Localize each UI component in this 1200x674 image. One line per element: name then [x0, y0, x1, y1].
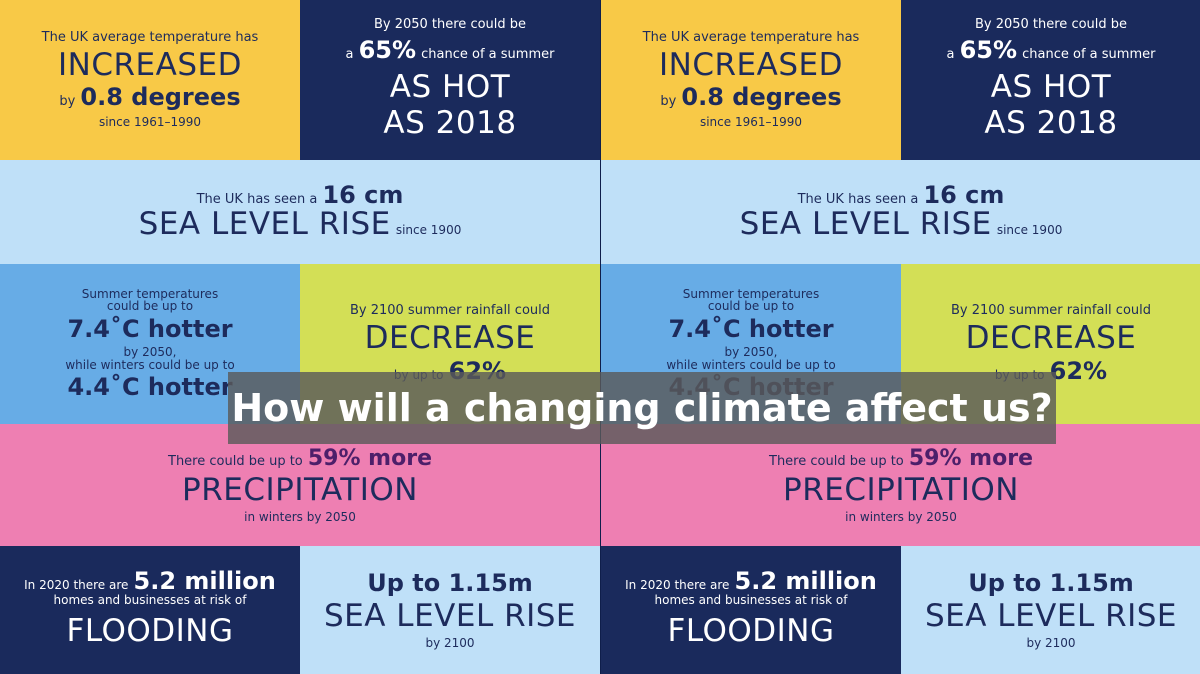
tile-text: chance of a summer — [421, 46, 555, 62]
tile-text: by 2050, — [123, 345, 177, 359]
tile-text: There could be up to — [769, 453, 904, 469]
infographic-panel-right: The UK average temperature has INCREASED… — [601, 0, 1200, 674]
tile-figure: 65% — [358, 35, 417, 64]
tile-figure: 7.4˚C hotter — [668, 314, 834, 343]
tile-text: In 2020 there are — [24, 577, 129, 592]
tile-headline: AS 2018 — [984, 105, 1118, 142]
tile-text: chance of a summer — [1022, 46, 1156, 62]
tile-headline: FLOODING — [66, 612, 234, 649]
tile-text: while winters could be up to — [666, 357, 836, 372]
tile-text: since 1961–1990 — [699, 115, 803, 130]
tile-figure: 65% — [959, 35, 1018, 64]
tile-headline: DECREASE — [965, 319, 1137, 356]
tile-text: could be up to — [707, 299, 795, 314]
tile-text: since 1961–1990 — [98, 115, 202, 130]
tile-figure: 59% more — [908, 445, 1033, 471]
tile-headline: SEA LEVEL RISE — [924, 598, 1178, 635]
tile-text: by 2100 — [1026, 635, 1076, 650]
tile-text: The UK average temperature has — [41, 30, 259, 46]
tile-text: homes and businesses at risk of — [654, 593, 848, 608]
tile-text: a — [946, 46, 955, 62]
tile-flooding: In 2020 there are 5.2 million homes and … — [0, 546, 300, 674]
tile-sea-level-rise: The UK has seen a 16 cm SEA LEVEL RISE s… — [0, 160, 600, 264]
tile-text: by 2050, — [724, 345, 778, 359]
tile-figure: Up to 1.15m — [968, 568, 1134, 597]
tile-text: The UK has seen a — [196, 192, 318, 208]
tile-text: There could be up to — [168, 453, 303, 469]
banner-title: How will a changing climate affect us? — [231, 386, 1053, 430]
tile-figure: 16 cm — [322, 181, 404, 210]
tile-summer-2050: By 2050 there could be a 65% chance of a… — [300, 0, 600, 160]
tile-figure: 62% — [1049, 356, 1108, 385]
tile-text: The UK average temperature has — [642, 30, 860, 46]
tile-headline: SEA LEVEL RISE — [138, 206, 391, 243]
tile-text: by — [59, 94, 76, 110]
tile-summer-temperatures: Summer temperatures could be up to 7.4˚C… — [0, 264, 300, 424]
tile-summer-2050: By 2050 there could be a 65% chance of a… — [901, 0, 1200, 160]
tile-text: By 2050 there could be — [373, 17, 527, 33]
tile-sea-level-2100: Up to 1.15m SEA LEVEL RISE by 2100 — [901, 546, 1200, 674]
tile-figure: 16 cm — [923, 181, 1005, 210]
tile-figure: 0.8 degrees — [80, 83, 241, 112]
tile-headline: SEA LEVEL RISE — [739, 206, 992, 243]
tile-text: By 2100 summer rainfall could — [349, 303, 551, 319]
tile-text: In 2020 there are — [625, 577, 730, 592]
tile-text: since 1900 — [395, 223, 462, 238]
tile-text: could be up to — [106, 299, 194, 314]
tile-headline: SEA LEVEL RISE — [323, 598, 577, 635]
tile-text: By 2100 summer rainfall could — [950, 303, 1152, 319]
tile-figure: 5.2 million — [133, 566, 276, 595]
tile-text: By 2050 there could be — [974, 17, 1128, 33]
tile-figure: 7.4˚C hotter — [67, 314, 233, 343]
tile-headline: AS 2018 — [383, 105, 517, 142]
tile-figure: 5.2 million — [734, 566, 877, 595]
tile-headline: INCREASED — [58, 46, 242, 83]
tile-headline: AS HOT — [389, 68, 511, 105]
tile-text: while winters could be up to — [65, 357, 235, 372]
tile-precipitation: There could be up to 59% more PRECIPITAT… — [601, 424, 1200, 546]
title-banner: How will a changing climate affect us? — [228, 372, 1056, 444]
tile-temperature-increase: The UK average temperature has INCREASED… — [0, 0, 300, 160]
tile-temperature-increase: The UK average temperature has INCREASED… — [601, 0, 901, 160]
tile-precipitation: There could be up to 59% more PRECIPITAT… — [0, 424, 600, 546]
tile-headline: AS HOT — [990, 68, 1112, 105]
tile-text: Summer temperatures — [682, 286, 820, 301]
tile-flooding: In 2020 there are 5.2 million homes and … — [601, 546, 901, 674]
tile-figure: 59% more — [307, 445, 432, 471]
tile-text: a — [345, 46, 354, 62]
tile-figure: 0.8 degrees — [681, 83, 842, 112]
infographic-panel-left: The UK average temperature has INCREASED… — [0, 0, 600, 674]
tile-figure: 4.4˚C hotter — [67, 373, 233, 402]
tile-sea-level-rise: The UK has seen a 16 cm SEA LEVEL RISE s… — [601, 160, 1200, 264]
tile-text: The UK has seen a — [797, 192, 919, 208]
tile-headline: PRECIPITATION — [182, 471, 418, 508]
tile-headline: INCREASED — [659, 46, 843, 83]
tile-text: since 1900 — [996, 223, 1063, 238]
tile-text: by — [660, 94, 677, 110]
tile-figure: Up to 1.15m — [367, 568, 533, 597]
tile-sea-level-2100: Up to 1.15m SEA LEVEL RISE by 2100 — [300, 546, 600, 674]
tile-text: in winters by 2050 — [845, 509, 957, 524]
tile-headline: DECREASE — [364, 319, 536, 356]
tile-headline: FLOODING — [667, 612, 835, 649]
tile-text: Summer temperatures — [81, 286, 219, 301]
tile-text: by 2100 — [425, 635, 475, 650]
tile-text: in winters by 2050 — [244, 509, 356, 524]
tile-text: homes and businesses at risk of — [53, 593, 247, 608]
tile-headline: PRECIPITATION — [783, 471, 1019, 508]
